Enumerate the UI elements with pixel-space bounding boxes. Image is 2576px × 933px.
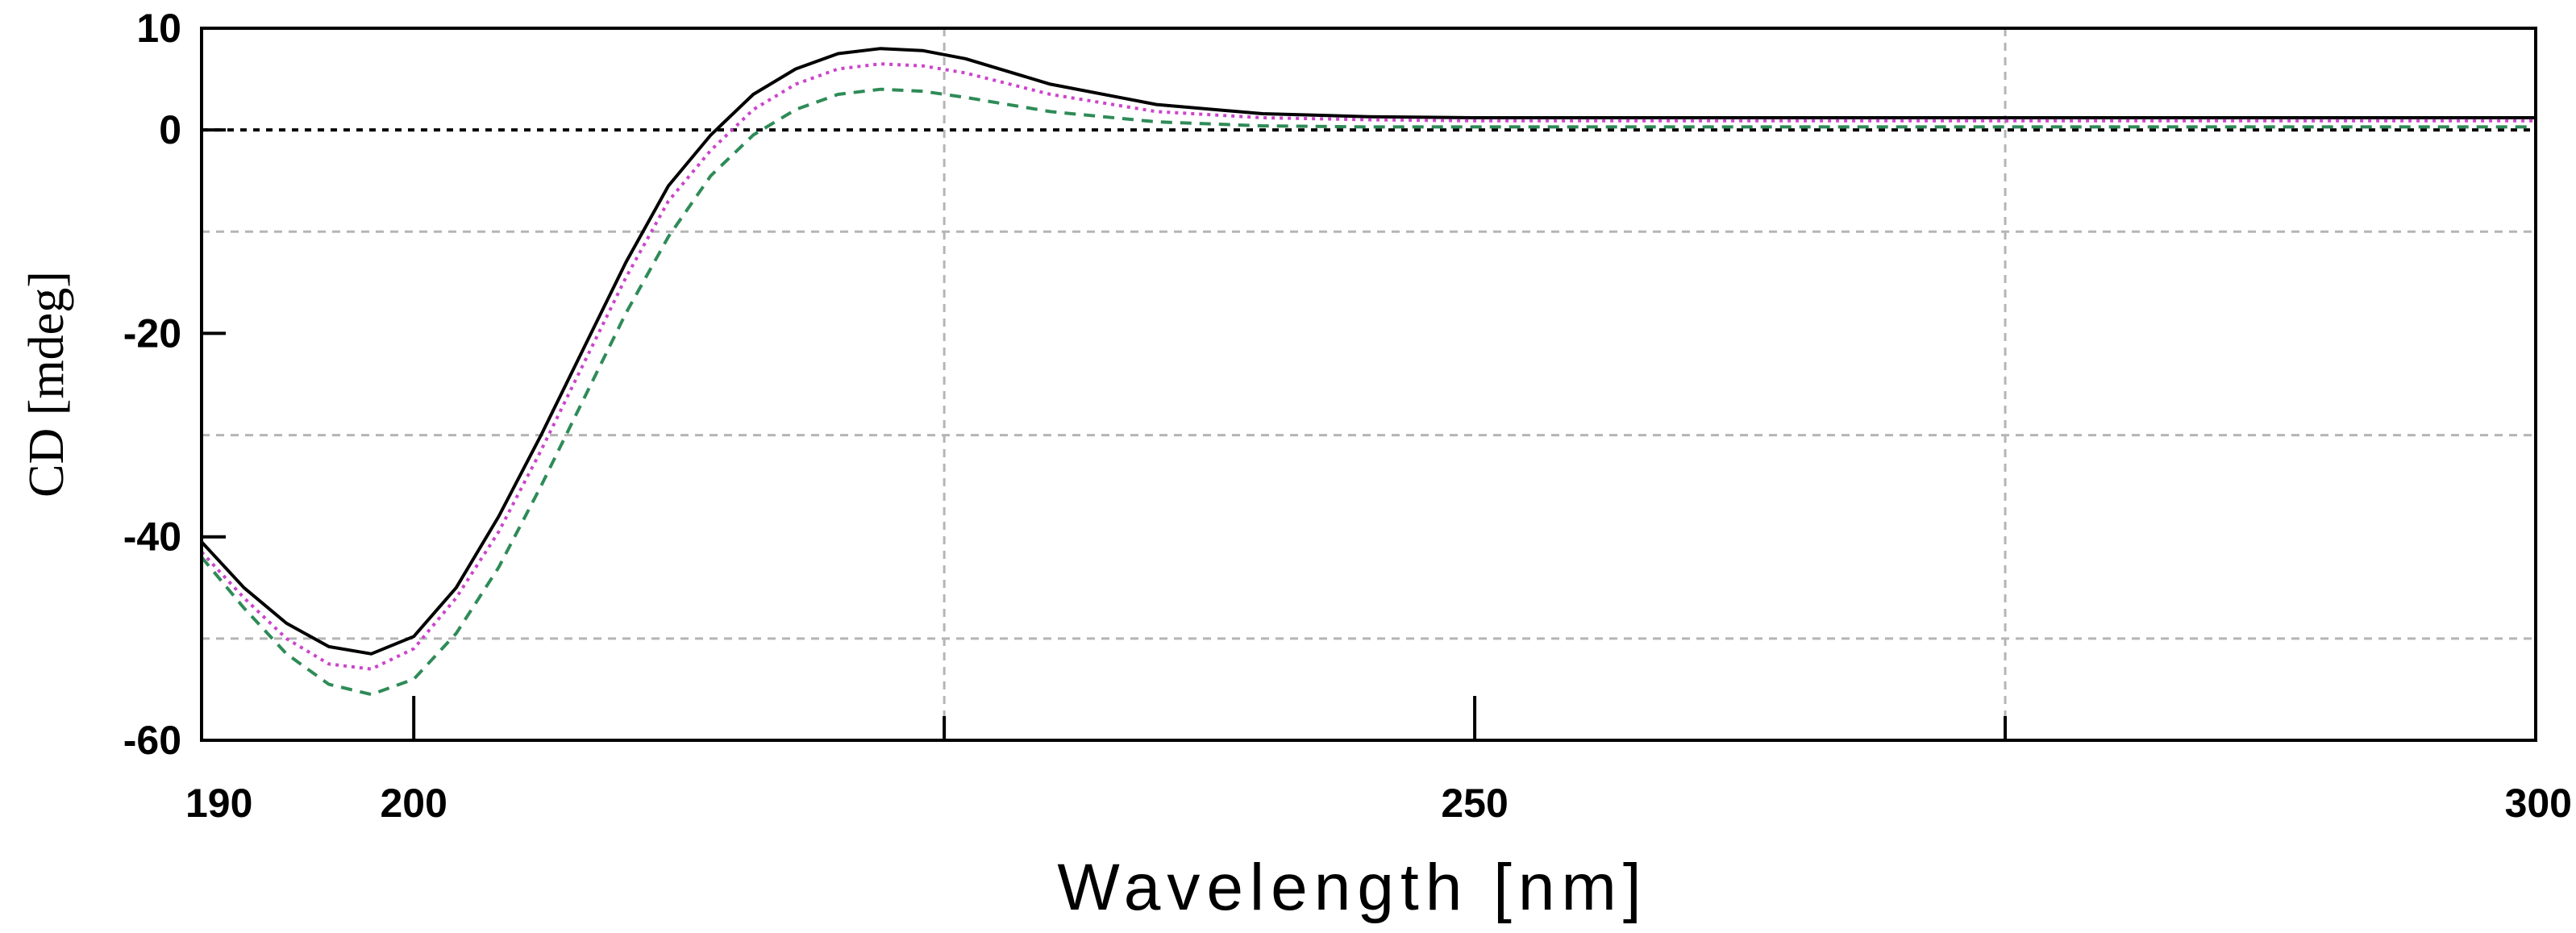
x-tick-label: 250	[1441, 781, 1508, 826]
series-line-2	[200, 62, 2536, 671]
tick-layer	[202, 27, 2008, 742]
y-tick-label: -60	[123, 718, 181, 763]
series-layer	[200, 47, 2536, 697]
x-tick-label: 190	[185, 781, 252, 826]
y-tick-label: 10	[136, 6, 181, 51]
y-tick-label: -20	[123, 310, 181, 356]
plot-frame	[200, 27, 2537, 742]
y-tick-label: -40	[123, 514, 181, 560]
x-tick-label: 300	[2505, 781, 2572, 826]
y-axis-title: CD [mdeg]	[19, 271, 74, 498]
x-tick-label: 200	[380, 781, 447, 826]
x-axis-title: Wavelength [nm]	[1057, 851, 1647, 924]
series-line-3	[200, 87, 2536, 697]
grid-layer	[202, 28, 2536, 740]
series-line-1	[200, 47, 2536, 656]
y-tick-label: 0	[159, 107, 181, 152]
